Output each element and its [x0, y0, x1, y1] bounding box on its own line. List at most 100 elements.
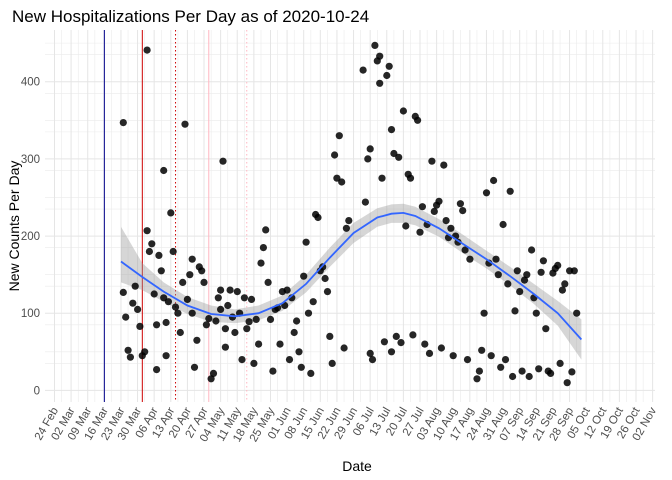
data-point — [482, 189, 491, 197]
data-point — [459, 207, 467, 215]
data-point — [293, 317, 301, 325]
data-point — [134, 305, 142, 313]
data-point — [421, 340, 429, 348]
data-point — [397, 339, 405, 347]
data-point — [290, 328, 298, 337]
data-point — [188, 309, 196, 317]
data-point — [153, 321, 161, 329]
data-point — [554, 261, 562, 269]
data-point — [508, 372, 517, 381]
y-axis-ticks: 0 100 200 300 400 — [21, 77, 40, 398]
data-point — [238, 356, 246, 364]
data-point — [392, 332, 400, 340]
data-point — [124, 346, 132, 354]
data-point — [321, 274, 329, 283]
data-point — [528, 246, 536, 254]
data-point — [366, 349, 374, 357]
data-point — [480, 309, 488, 317]
data-point — [314, 213, 322, 222]
data-point — [150, 290, 158, 298]
data-point — [390, 149, 398, 158]
data-point — [532, 309, 540, 317]
confidence-band-layer — [121, 203, 582, 360]
data-point — [428, 157, 436, 165]
data-point — [250, 359, 258, 367]
data-point — [487, 352, 495, 360]
data-point — [183, 295, 191, 303]
data-point — [494, 271, 502, 279]
data-point — [342, 224, 350, 232]
data-point — [295, 348, 303, 356]
data-point — [376, 79, 384, 87]
data-point — [385, 62, 393, 70]
data-point — [542, 325, 550, 333]
y-tick-label: 400 — [21, 77, 40, 89]
data-point — [257, 259, 265, 267]
data-point — [387, 348, 396, 356]
data-point — [520, 276, 529, 284]
grid-lines — [45, 30, 655, 402]
data-point — [276, 340, 284, 348]
data-point — [383, 71, 391, 80]
trend-line — [120, 211, 583, 341]
data-point — [387, 126, 396, 134]
data-point — [131, 282, 139, 290]
data-point — [506, 187, 514, 195]
data-point — [255, 340, 263, 348]
x-axis-title: Date — [342, 458, 372, 474]
y-tick-label: 0 — [34, 385, 40, 397]
data-point — [186, 271, 194, 279]
data-point — [447, 224, 455, 232]
data-point — [568, 368, 576, 376]
data-point — [547, 369, 555, 377]
data-point — [511, 307, 519, 315]
data-point — [157, 267, 165, 275]
data-point — [501, 356, 510, 364]
data-point — [556, 359, 564, 367]
data-point — [478, 346, 486, 354]
data-point — [523, 271, 531, 279]
data-point — [406, 174, 415, 182]
data-point — [328, 359, 336, 367]
confidence-band — [121, 203, 582, 360]
data-point — [368, 356, 377, 364]
y-axis-title: New Counts Per Day — [6, 161, 22, 292]
data-point — [539, 257, 548, 265]
data-point — [376, 52, 384, 60]
data-point — [440, 161, 448, 169]
data-point — [366, 145, 374, 153]
data-point — [371, 41, 379, 50]
data-point — [297, 363, 305, 371]
data-point — [214, 294, 222, 302]
y-tick-label: 200 — [21, 231, 40, 243]
data-point — [252, 315, 260, 323]
data-point — [209, 369, 218, 377]
data-point — [497, 363, 505, 371]
data-point — [200, 278, 208, 286]
data-point — [395, 153, 403, 161]
data-point — [217, 305, 225, 313]
data-point — [378, 174, 386, 182]
data-point — [490, 176, 498, 185]
data-point — [416, 228, 424, 236]
data-point — [143, 227, 151, 235]
data-point — [535, 365, 543, 373]
data-point — [418, 203, 426, 211]
data-point — [307, 369, 315, 377]
data-point — [190, 363, 199, 371]
data-point — [323, 288, 332, 296]
data-point — [160, 166, 168, 175]
data-point — [449, 352, 457, 360]
data-point — [212, 317, 220, 325]
data-point — [456, 200, 464, 208]
reference-lines — [103, 30, 248, 402]
data-point — [437, 344, 445, 352]
data-point — [136, 322, 144, 330]
data-point — [143, 46, 151, 54]
data-point — [300, 272, 308, 280]
data-point — [558, 286, 567, 294]
data-point — [399, 107, 407, 115]
data-point — [243, 325, 251, 333]
data-point — [359, 66, 367, 74]
